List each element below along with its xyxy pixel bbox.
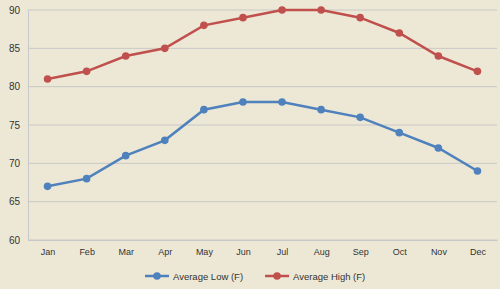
y-tick-label: 90 <box>9 5 21 16</box>
grid-line <box>28 86 497 87</box>
series-line <box>48 10 478 79</box>
marker <box>200 106 208 114</box>
x-tick-label: Jan <box>41 247 56 257</box>
x-tick: May <box>196 240 214 257</box>
x-tick-label: Jun <box>236 247 251 257</box>
background <box>0 0 500 289</box>
marker <box>44 183 52 191</box>
grid-line <box>28 163 497 164</box>
x-axis-line <box>29 240 498 241</box>
x-tick-label: Nov <box>431 247 448 257</box>
x-tick: Oct <box>393 240 408 257</box>
legend-marker <box>273 272 281 280</box>
x-tick-label: Aug <box>314 247 330 257</box>
marker <box>161 45 169 53</box>
marker <box>356 14 364 22</box>
legend-label: Average Low (F) <box>173 271 243 282</box>
x-tick-label: Jul <box>277 247 289 257</box>
marker <box>278 98 286 106</box>
x-tick: Dec <box>470 240 487 257</box>
plot-area <box>44 6 482 190</box>
y-tick: 65 <box>9 196 28 207</box>
y-axis-line <box>28 11 29 241</box>
legend-item: Average Low (F) <box>145 271 243 282</box>
marker <box>317 6 325 14</box>
grid <box>28 10 497 240</box>
marker <box>278 6 286 14</box>
x-tick: Nov <box>431 240 448 257</box>
x-tick-label: May <box>196 247 214 257</box>
marker <box>44 75 52 83</box>
y-axis: 60 65 70 75 80 85 90 <box>9 5 29 246</box>
x-tick: Jul <box>277 240 289 257</box>
x-tick: Feb <box>79 240 95 257</box>
x-tick: Apr <box>158 240 172 257</box>
marker <box>122 52 130 60</box>
grid-line <box>28 10 497 11</box>
marker <box>83 68 91 76</box>
marker <box>317 106 325 114</box>
marker <box>122 152 130 160</box>
marker <box>83 175 91 183</box>
x-axis: Jan Feb Mar Apr May Jun Jul Aug Sep Oct Nov Dec <box>29 240 498 257</box>
x-tick-label: Feb <box>79 247 95 257</box>
x-tick: Jan <box>41 240 56 257</box>
x-tick: Sep <box>353 240 369 257</box>
y-tick: 60 <box>9 235 28 246</box>
x-tick: Mar <box>118 240 134 257</box>
legend: Average Low (F) Average High (F) <box>145 271 365 282</box>
marker <box>435 52 443 60</box>
y-tick-label: 75 <box>9 120 21 131</box>
y-tick: 80 <box>9 81 28 92</box>
grid-line <box>28 125 497 126</box>
legend-marker <box>153 272 161 280</box>
marker <box>239 14 247 22</box>
marker <box>200 22 208 30</box>
x-tick-label: Dec <box>470 247 487 257</box>
y-tick-label: 60 <box>9 235 21 246</box>
marker <box>474 167 482 175</box>
x-tick-label: Mar <box>118 247 134 257</box>
legend-label: Average High (F) <box>293 271 365 282</box>
x-tick-label: Sep <box>353 247 369 257</box>
y-tick-label: 70 <box>9 158 21 169</box>
y-tick: 90 <box>9 5 28 16</box>
series-line <box>48 102 478 186</box>
y-tick-label: 65 <box>9 196 21 207</box>
chart: 60 65 70 75 80 85 90 Jan Feb Mar Apr May Jun Jul Aug Se… <box>0 0 500 289</box>
marker <box>239 98 247 106</box>
y-tick-label: 85 <box>9 43 21 54</box>
y-tick: 85 <box>9 43 28 54</box>
series-markers <box>44 98 482 190</box>
x-tick-label: Oct <box>393 247 408 257</box>
y-tick: 70 <box>9 158 28 169</box>
marker <box>356 114 364 122</box>
legend-item: Average High (F) <box>265 271 365 282</box>
marker <box>161 137 169 145</box>
y-tick-label: 80 <box>9 81 21 92</box>
marker <box>395 29 403 37</box>
marker <box>435 144 443 152</box>
y-tick: 75 <box>9 120 28 131</box>
x-tick-label: Apr <box>158 247 172 257</box>
x-tick: Jun <box>236 240 251 257</box>
marker <box>395 129 403 137</box>
x-tick: Aug <box>314 240 330 257</box>
series-markers <box>44 6 482 83</box>
grid-line <box>28 240 497 241</box>
grid-line <box>28 201 497 202</box>
marker <box>474 68 482 76</box>
